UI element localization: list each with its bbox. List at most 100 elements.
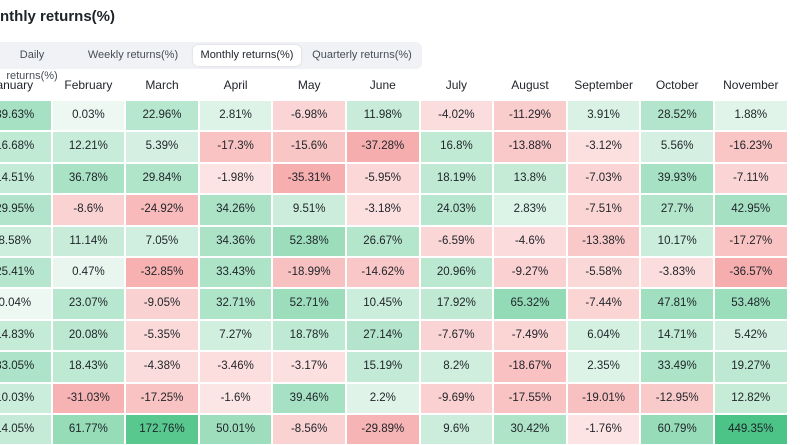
return-cell: -8.56% [273, 415, 345, 445]
return-cell: 18.19% [420, 163, 493, 194]
return-cell: 47.81% [641, 289, 713, 319]
return-cell: 24.03% [420, 195, 493, 225]
column-header: July [445, 78, 468, 92]
return-cell: 20.96% [420, 258, 493, 288]
return-cell: -7.51% [567, 195, 640, 225]
return-cell: 50.01% [199, 415, 272, 445]
return-cell: 42.95% [715, 195, 787, 225]
return-cell: -6.59% [420, 226, 493, 256]
return-cell: 16.68% [0, 132, 51, 162]
return-cell: -15.6% [273, 132, 345, 162]
return-cell: 39.46% [273, 383, 345, 413]
return-cell: 8.2% [420, 352, 493, 382]
return-cell: 20.08% [52, 320, 125, 351]
return-cell: 17.92% [420, 289, 493, 319]
return-cell: -7.11% [715, 163, 787, 194]
column-header: April [223, 78, 248, 92]
return-cell: -1.98% [199, 163, 272, 194]
return-cell: -3.18% [347, 195, 419, 225]
return-cell: -3.17% [273, 352, 345, 382]
return-cell: 19.27% [715, 352, 787, 382]
column-header: anuary [0, 78, 34, 92]
column-header: June [369, 78, 396, 92]
return-cell: -4.38% [126, 352, 198, 382]
return-cell: 33.05% [0, 352, 51, 382]
return-cell: 15.19% [347, 352, 419, 382]
return-cell: -16.23% [715, 132, 787, 162]
return-cell: 26.67% [347, 226, 419, 256]
return-cell: -1.6% [199, 383, 272, 413]
return-cell: 14.05% [0, 415, 51, 445]
return-cell: 33.43% [199, 258, 272, 288]
return-cell: -36.57% [715, 258, 787, 288]
return-cell: 3.91% [567, 101, 640, 131]
return-cell: -3.46% [199, 352, 272, 382]
return-cell: 27.14% [347, 320, 419, 351]
return-cell: -7.67% [420, 320, 493, 351]
return-cell: 29.95% [0, 195, 51, 225]
return-cell: 5.42% [715, 320, 787, 351]
return-cell: 39.93% [641, 163, 713, 194]
return-cell: 0.47% [52, 258, 125, 288]
return-cell: -3.83% [641, 258, 713, 288]
return-cell: 172.76% [126, 415, 198, 445]
return-cell: -5.95% [347, 163, 419, 194]
return-cell: 0.03% [52, 101, 125, 131]
return-cell: 9.51% [273, 195, 345, 225]
return-cell: 11.14% [52, 226, 125, 256]
return-cell: 10.45% [347, 289, 419, 319]
tab[interactable]: Weekly returns(%) [87, 49, 179, 61]
return-cell: -9.05% [126, 289, 198, 319]
return-cell: 34.26% [199, 195, 272, 225]
column-header: September [574, 78, 633, 92]
return-cell: 13.8% [494, 163, 566, 194]
return-cell: 2.2% [347, 383, 419, 413]
return-cell: -8.6% [52, 195, 125, 225]
return-cell: -4.6% [494, 226, 566, 256]
tab[interactable]: Quarterly returns(%) [312, 49, 412, 61]
return-cell: 14.71% [641, 320, 713, 351]
tab[interactable]: Daily returns(%) [6, 49, 58, 82]
return-cell: -13.88% [494, 132, 566, 162]
return-cell: -29.89% [347, 415, 419, 445]
return-cell: 0.04% [0, 289, 51, 319]
return-cell: -18.67% [494, 352, 566, 382]
return-cell: -7.03% [567, 163, 640, 194]
return-cell: 39.63% [0, 101, 51, 131]
return-cell: 61.77% [52, 415, 125, 445]
return-cell: -5.58% [567, 258, 640, 288]
return-cell: 65.32% [494, 289, 566, 319]
return-cell: -7.44% [567, 289, 640, 319]
return-cell: -6.98% [273, 101, 345, 131]
tab-bar: Daily returns(%) Weekly returns(%) Monthly… [0, 42, 422, 82]
return-cell: -1.76% [567, 415, 640, 445]
return-cell: -37.28% [347, 132, 419, 162]
return-cell: -19.01% [567, 383, 640, 413]
return-cell: 29.84% [126, 163, 198, 194]
return-cell: 32.71% [199, 289, 272, 319]
return-cell: 2.81% [199, 101, 272, 131]
return-cell: -17.25% [126, 383, 198, 413]
return-cell: -14.62% [347, 258, 419, 288]
tab[interactable]: Monthly returns(%) [193, 45, 301, 66]
return-cell: 16.8% [420, 132, 493, 162]
return-cell: 30.42% [494, 415, 566, 445]
column-header: May [297, 78, 321, 92]
return-cell: 12.21% [52, 132, 125, 162]
return-cell: 27.7% [641, 195, 713, 225]
return-cell: -18.99% [273, 258, 345, 288]
column-header: March [145, 78, 179, 92]
return-cell: 60.79% [641, 415, 713, 445]
return-cell: -11.29% [494, 101, 566, 131]
return-cell: 2.83% [494, 195, 566, 225]
return-cell: 52.71% [273, 289, 345, 319]
column-header: February [64, 78, 113, 92]
return-cell: 2.35% [567, 352, 640, 382]
return-cell: -9.27% [494, 258, 566, 288]
return-cell: 36.78% [52, 163, 125, 194]
return-cell: 23.07% [52, 289, 125, 319]
return-cell: 18.43% [52, 352, 125, 382]
return-cell: 33.49% [641, 352, 713, 382]
page-title: nthly returns(%) [0, 8, 116, 25]
